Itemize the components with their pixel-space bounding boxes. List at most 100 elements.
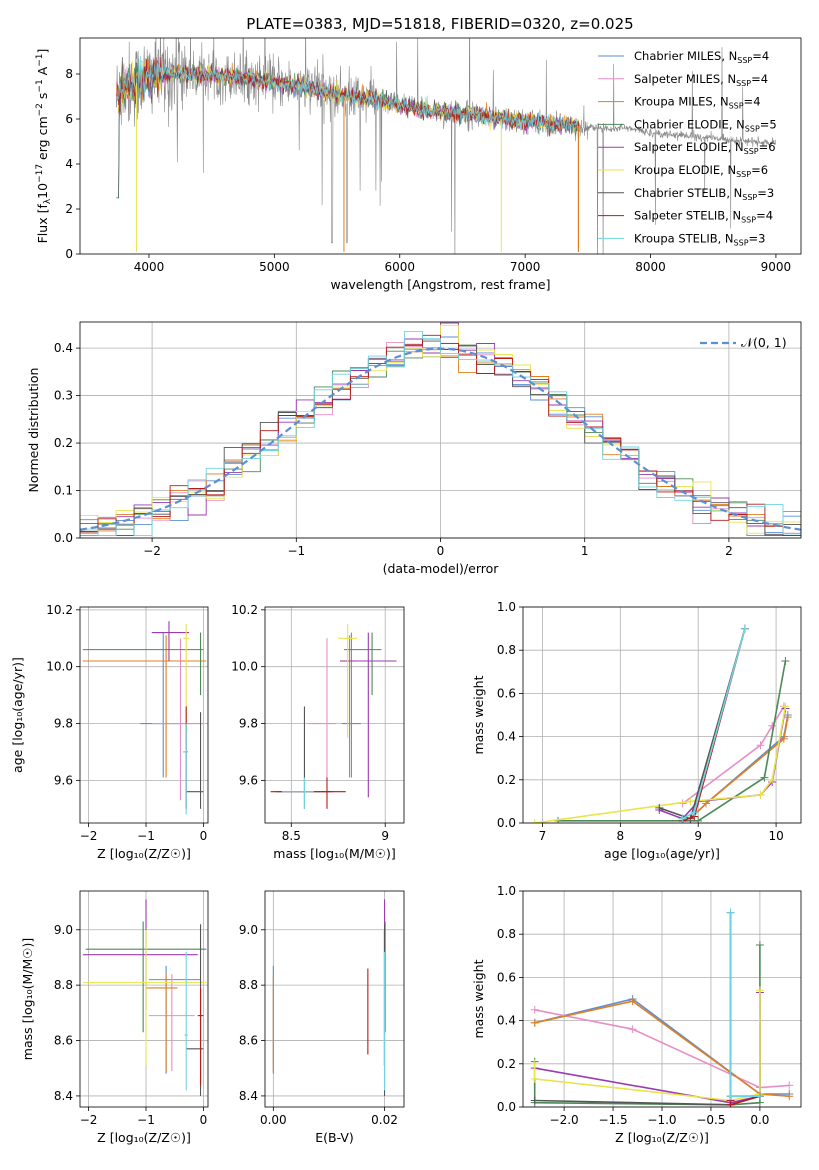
axes-frame <box>264 606 405 824</box>
weight-marker <box>756 741 765 750</box>
legend-nssp-prefix: , N <box>725 209 741 223</box>
y-tick-label: 9.6 <box>239 773 258 787</box>
weight-marker <box>628 1025 637 1034</box>
y-tick-label: 0.0 <box>497 816 516 830</box>
y-axis-label: age [log₁₀(age/yr)] <box>10 657 25 773</box>
y-tick-label: 0.2 <box>54 436 73 450</box>
legend-nssp-value: 6 <box>761 163 768 177</box>
weight-marker <box>768 721 777 730</box>
legend-model-name: Kroupa ELODIE <box>634 163 720 177</box>
axes-frame <box>79 37 802 255</box>
weight-marker <box>678 814 687 823</box>
y-axis-label-part: −2 <box>35 103 45 116</box>
y-axis-label-part: Flux [f <box>35 204 50 244</box>
legend-model-name: Salpeter STELIB <box>634 209 725 223</box>
y-axis-label-part: λ <box>43 198 53 204</box>
legend-label-5: Kroupa ELODIE, NSSP=6 <box>634 163 768 179</box>
y-axis-label-part: ] <box>35 49 50 54</box>
x-axis-label: E(B-V) <box>315 1130 354 1145</box>
y-tick-label: 8.4 <box>239 1089 258 1103</box>
x-axis-label: wavelength [Angstrom, rest frame] <box>330 277 550 292</box>
weight-series-2 <box>534 1000 790 1097</box>
y-axis-label-part: erg cm <box>35 116 50 164</box>
legend-model-name: Kroupa STELIB <box>634 231 718 245</box>
legend-model-name: Chabrier ELODIE <box>634 117 729 131</box>
x-tick-label: 6000 <box>384 260 415 274</box>
axes-frame <box>79 890 209 1108</box>
normal-legend-label: 𝒩(0, 1) <box>741 335 787 350</box>
weight-series-1 <box>682 705 785 805</box>
legend-nssp-value: 4 <box>762 49 769 63</box>
legend-nssp-sub: SSP <box>742 193 757 202</box>
legend-model-name: Chabrier MILES <box>634 49 721 63</box>
legend-nssp-value: 6 <box>768 140 775 154</box>
x-tick-label: −1 <box>287 544 305 558</box>
weight-marker <box>781 657 790 665</box>
legend-nssp-sub: SSP <box>729 102 744 111</box>
weight-marker <box>530 1059 539 1068</box>
weight-marker <box>740 624 749 633</box>
weight-marker <box>726 1100 735 1107</box>
x-tick-label: 2 <box>725 544 733 558</box>
legend-nssp-eq: = <box>752 49 762 63</box>
age-vs-Z-plot-area <box>82 621 207 815</box>
y-axis-label-part: −1 <box>35 54 45 67</box>
legend-nssp-value: 4 <box>766 209 773 223</box>
residual-histogram-8 <box>80 330 801 538</box>
mass-vs-EBV-plot-area <box>272 899 386 1096</box>
weight-marker <box>686 797 695 806</box>
y-tick-label: 10.0 <box>46 660 73 674</box>
axes-frame <box>522 606 802 824</box>
weight-vs-age-plot-area <box>530 624 792 823</box>
y-tick-label: 4 <box>65 157 73 171</box>
legend-nssp-sub: SSP <box>741 216 756 225</box>
legend-nssp-eq: = <box>744 95 754 109</box>
weight-marker <box>690 808 699 817</box>
legend-nssp-eq: = <box>756 209 766 223</box>
y-tick-label: 1.0 <box>497 884 516 898</box>
axes-frame <box>264 890 405 1108</box>
legend-label-1: Salpeter MILES, NSSP=4 <box>634 72 768 88</box>
legend-nssp-value: 4 <box>753 95 760 109</box>
legend-nssp-value: 4 <box>761 72 768 86</box>
legend-nssp-prefix: , N <box>721 49 737 63</box>
figure-title: PLATE=0383, MJD=51818, FIBERID=0320, z=0… <box>246 15 633 33</box>
y-tick-label: 10.0 <box>231 660 258 674</box>
weight-vs-age-panel: 7 8 9 10 0.0 0.2 0.4 0.6 0.8 1.0 age [log₁₀(age/yr… <box>471 600 802 861</box>
y-tick-label: 0.6 <box>497 686 516 700</box>
legend-model-name: Kroupa MILES <box>634 95 713 109</box>
mass-vs-EBV-panel: 0.00 0.02 8.4 8.6 8.8 9.0 E(B-V) <box>239 890 405 1145</box>
legend-nssp-prefix: , N <box>729 117 745 131</box>
x-tick-label: −2.0 <box>550 1113 579 1127</box>
y-tick-label: 0.4 <box>497 1014 516 1028</box>
x-tick-label: 0.0 <box>750 1113 769 1127</box>
y-tick-label: 8.8 <box>54 978 73 992</box>
legend-nssp-value: 5 <box>769 117 776 131</box>
x-tick-label: −2 <box>80 829 98 843</box>
age-vs-Z-panel: −2 −1 0 9.6 9.8 10.0 10.2 Z [log₁₀(Z/Z☉)] age [l… <box>10 603 209 861</box>
y-tick-label: 8.6 <box>54 1034 73 1048</box>
legend-label-3: Chabrier ELODIE, NSSP=5 <box>634 117 777 133</box>
weight-series-1 <box>534 1009 790 1089</box>
y-tick-label: 8.8 <box>239 978 258 992</box>
x-tick-label: 5000 <box>259 260 290 274</box>
legend-model-name: Salpeter MILES <box>634 72 720 86</box>
x-axis-label: Z [log₁₀(Z/Z☉)] <box>97 846 191 861</box>
mass-vs-Z-panel: −2 −1 0 8.4 8.6 8.8 9.0 Z [log₁₀(Z/Z☉)] mass [lo… <box>20 890 209 1145</box>
y-tick-label: 0.0 <box>497 1100 516 1114</box>
y-tick-label: 10.2 <box>46 603 73 617</box>
legend-nssp-eq: = <box>751 72 761 86</box>
legend-nssp-value: 3 <box>767 186 774 200</box>
weight-series-3 <box>558 660 787 822</box>
legend-nssp-sub: SSP <box>736 79 751 88</box>
age-vs-mass-panel: 8.5 9 9.6 9.8 10.0 10.2 mass [log₁₀(M/M☉)] <box>231 603 405 861</box>
legend-label-0: Chabrier MILES, NSSP=4 <box>634 49 769 65</box>
weight-marker <box>785 1081 794 1090</box>
y-axis-label-part: −17 <box>35 164 45 183</box>
legend-nssp-eq: = <box>751 163 761 177</box>
y-axis-label-part: A <box>35 66 50 79</box>
x-tick-label: 0 <box>437 544 445 558</box>
spectrum-panel: 4000 5000 6000 7000 8000 9000 0 2 4 6 8 wavelength … <box>35 37 802 292</box>
